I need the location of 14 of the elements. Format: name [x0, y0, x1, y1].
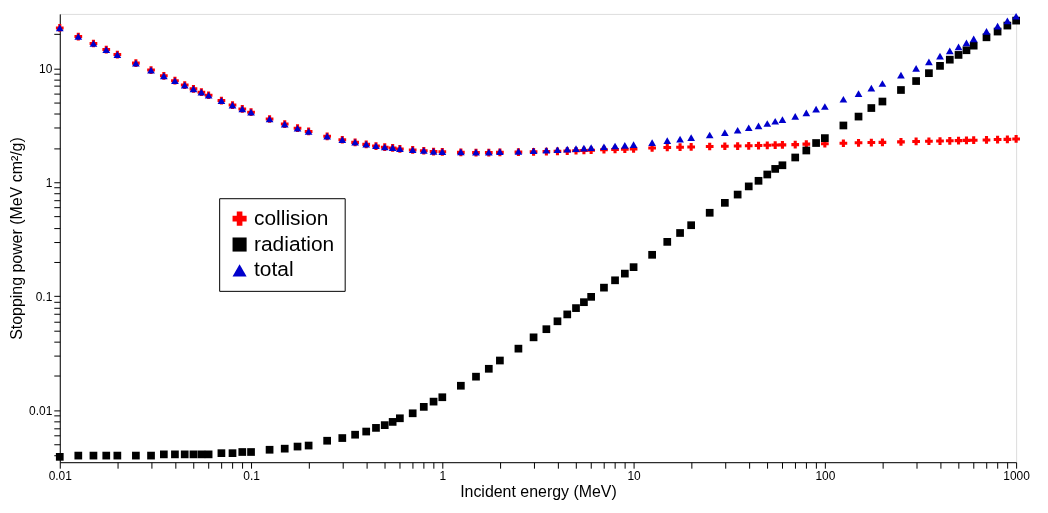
legend-label: radiation [254, 231, 335, 255]
x-axis-title: Incident energy (MeV) [460, 482, 617, 500]
x-tick-label: 1 [439, 468, 447, 483]
legend-label: collision [254, 205, 329, 229]
y-tick-label: 0.01 [29, 403, 53, 418]
x-tick-label: 10 [627, 468, 642, 483]
legend-label: total [254, 257, 294, 281]
x-tick-label: 0.1 [243, 468, 261, 483]
y-tick-label: 1 [45, 175, 53, 190]
y-axis-title: Stopping power (MeV cm²/g) [8, 137, 26, 340]
x-tick-label: 100 [815, 468, 836, 483]
y-tick-label: 10 [39, 61, 53, 76]
y-tick-label: 0.1 [35, 289, 53, 304]
x-tick-label: 1000 [1003, 468, 1031, 483]
